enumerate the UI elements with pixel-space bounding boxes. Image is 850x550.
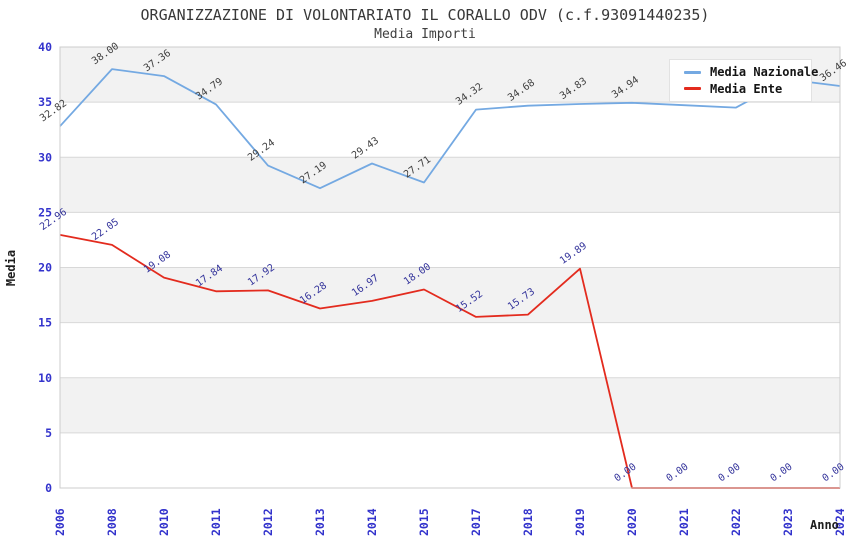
x-tick-label: 2006 [53, 508, 67, 536]
y-tick-label: 10 [38, 371, 52, 385]
y-tick-label: 25 [38, 205, 52, 219]
plot-band [60, 432, 840, 488]
legend-swatch-media-nazionale-icon [684, 70, 701, 74]
x-tick-label: 2013 [313, 508, 327, 536]
series-line-media-nazionale [59, 68, 841, 190]
x-tick-label: 2008 [105, 508, 119, 536]
x-tick-label: 2018 [521, 508, 535, 536]
y-tick-label: 5 [45, 426, 52, 440]
x-tick-label: 2010 [157, 508, 171, 536]
x-tick-label: 2019 [573, 508, 587, 536]
legend-swatch-media-ente-icon [684, 87, 701, 91]
x-tick-label: 2021 [677, 508, 691, 536]
y-tick-label: 30 [38, 150, 52, 164]
plot-band [60, 267, 840, 323]
x-tick-label: 2011 [209, 508, 223, 536]
y-tick-label: 0 [45, 481, 52, 495]
chart-title: ORGANIZZAZIONE DI VOLONTARIATO IL CORALL… [140, 6, 710, 24]
y-axis-title: Media [4, 250, 18, 286]
x-tick-label: 2022 [729, 508, 743, 536]
chart-subtitle: Media Importi [374, 27, 476, 42]
y-tick-label: 35 [38, 95, 52, 109]
x-tick-label: 2012 [261, 508, 275, 536]
plot-band [60, 377, 840, 433]
plot-band [60, 157, 840, 213]
plot-band [60, 212, 840, 268]
x-tick-label: 2014 [365, 508, 379, 536]
plot-border [59, 46, 841, 489]
legend-item-media-nazionale: Media Nazionale [684, 66, 818, 78]
legend: Media Nazionale Media Ente [669, 59, 818, 102]
plot-band [60, 322, 840, 378]
legend-label: Media Nazionale [710, 65, 819, 80]
y-tick-label: 20 [38, 261, 52, 275]
plot-band [60, 102, 840, 158]
y-tick-label: 15 [38, 316, 52, 330]
x-tick-label: 2017 [469, 508, 483, 536]
x-tick-label: 2015 [417, 508, 431, 536]
legend-item-media-ente: Media Ente [684, 83, 811, 95]
x-axis-title: Anno [810, 518, 839, 532]
y-tick-label: 40 [38, 40, 52, 54]
x-tick-label: 2024 [833, 508, 847, 536]
x-tick-label: 2020 [625, 508, 639, 536]
legend-label: Media Ente [710, 81, 783, 96]
x-tick-label: 2023 [781, 508, 795, 536]
